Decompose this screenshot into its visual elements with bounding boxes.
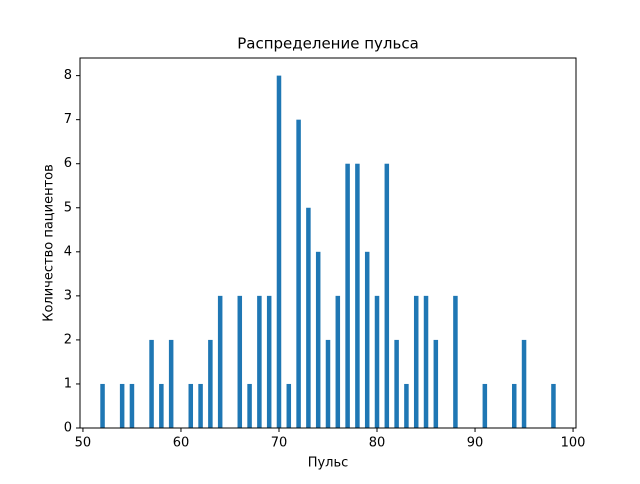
y-tick-label: 6 bbox=[64, 156, 72, 171]
bar bbox=[257, 295, 262, 428]
bar bbox=[286, 383, 292, 428]
bar bbox=[423, 295, 429, 428]
x-tick-label: 60 bbox=[173, 436, 190, 451]
bar bbox=[296, 119, 301, 429]
bar bbox=[345, 163, 350, 428]
bar bbox=[149, 339, 154, 428]
bar bbox=[521, 339, 527, 428]
y-tick-label: 4 bbox=[64, 244, 72, 259]
y-tick-label: 8 bbox=[64, 68, 72, 83]
x-tick-label: 90 bbox=[467, 436, 484, 451]
bar bbox=[168, 339, 174, 428]
y-tick-label: 2 bbox=[64, 332, 72, 347]
bar bbox=[384, 163, 390, 428]
x-tick-label: 100 bbox=[561, 436, 586, 451]
bar bbox=[306, 207, 311, 428]
bar bbox=[100, 383, 105, 428]
x-tick-label: 80 bbox=[369, 436, 386, 451]
bar bbox=[247, 383, 252, 428]
bar bbox=[237, 295, 243, 428]
bar bbox=[159, 383, 164, 428]
bar bbox=[119, 383, 125, 428]
bar bbox=[413, 295, 419, 428]
y-tick-label: 3 bbox=[64, 288, 72, 303]
bar bbox=[198, 383, 203, 428]
y-tick-label: 0 bbox=[64, 421, 72, 436]
bar bbox=[453, 295, 458, 428]
bar bbox=[217, 295, 223, 428]
bar bbox=[433, 339, 439, 428]
bar bbox=[315, 251, 321, 428]
plot-frame bbox=[79, 57, 577, 429]
y-axis-label: Количество пациентов bbox=[42, 164, 57, 322]
x-tick-label: 70 bbox=[271, 436, 288, 451]
bar bbox=[208, 339, 213, 428]
bar bbox=[374, 295, 380, 428]
bar bbox=[364, 251, 370, 428]
y-tick-label: 5 bbox=[64, 200, 72, 215]
bar bbox=[335, 295, 341, 428]
bar bbox=[482, 383, 488, 428]
bar bbox=[129, 383, 135, 428]
bar bbox=[355, 163, 360, 428]
bar bbox=[325, 339, 331, 428]
bar bbox=[276, 75, 282, 428]
y-tick-label: 7 bbox=[64, 112, 72, 127]
chart-title: Распределение пульса bbox=[237, 35, 419, 53]
bar bbox=[551, 383, 556, 428]
x-axis-label: Пульс bbox=[308, 456, 349, 471]
bar bbox=[511, 383, 517, 428]
bar bbox=[394, 339, 399, 428]
bar bbox=[188, 383, 194, 428]
bar bbox=[266, 295, 272, 428]
x-tick-label: 50 bbox=[75, 436, 92, 451]
bar bbox=[404, 383, 409, 428]
y-tick-label: 1 bbox=[64, 376, 72, 391]
